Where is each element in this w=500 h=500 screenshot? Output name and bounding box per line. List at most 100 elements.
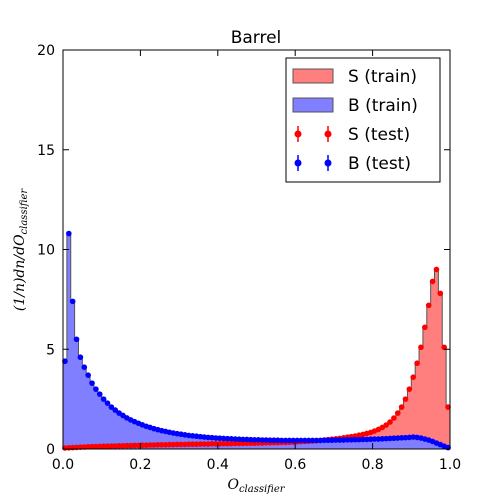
background-test-point (313, 437, 320, 444)
background-test-point (336, 437, 343, 443)
background-test-point (302, 437, 308, 444)
y-axis-label-main: (1/n)dn/dO (12, 234, 28, 311)
y-tick-label: 5 (46, 342, 55, 358)
legend-marker-b-test (294, 155, 332, 171)
y-axis-label-sub: classifier (19, 188, 30, 235)
background-test-point (325, 437, 331, 444)
background-test-point (100, 396, 107, 402)
background-test-point (77, 354, 84, 361)
x-axis-label: Oclassifier (227, 477, 285, 495)
signal-test-point (394, 410, 401, 416)
signal-test-point (189, 441, 196, 448)
signal-test-point (422, 324, 428, 331)
signal-train-histogram (63, 269, 450, 449)
background-test-point (267, 437, 273, 444)
chart-title: Barrel (231, 28, 282, 48)
background-test-point (62, 358, 68, 365)
background-test-point (81, 364, 88, 371)
background-test-point (259, 437, 266, 443)
signal-test-point (166, 441, 173, 448)
background-test-point (112, 407, 119, 413)
signal-test-point (124, 442, 130, 449)
background-test-point (93, 386, 99, 392)
background-test-point (271, 437, 277, 444)
legend-label-s-test: S (test) (348, 125, 410, 145)
signal-test-point (155, 442, 161, 448)
background-test-point (371, 436, 378, 442)
signal-test-point (406, 386, 413, 392)
signal-test-point (232, 440, 239, 447)
signal-test-point (89, 443, 95, 450)
signal-test-point (185, 441, 192, 448)
signal-test-point (100, 443, 107, 450)
background-test-point (69, 298, 76, 305)
background-train-histogram (63, 233, 450, 449)
background-test-point (309, 437, 316, 444)
y-tick-label: 15 (37, 143, 55, 159)
y-tick-label: 0 (46, 442, 55, 458)
legend-label-b-train: B (train) (348, 96, 418, 116)
signal-test-point (147, 442, 153, 448)
signal-test-point (158, 442, 165, 448)
background-test-point (89, 380, 95, 386)
legend-swatch-b-train (292, 97, 334, 113)
signal-test-point (445, 404, 451, 410)
legend-swatch-s-train (292, 68, 334, 84)
signal-test-point (174, 441, 180, 448)
background-test-point (352, 436, 358, 443)
signal-test-point (197, 441, 204, 447)
background-test-point (251, 437, 258, 443)
x-tick-label: 0.4 (207, 457, 229, 473)
signal-test-point (116, 443, 122, 449)
signal-test-point (236, 440, 242, 447)
background-test-point (104, 400, 111, 406)
background-test-point (294, 437, 300, 444)
background-test-point (305, 437, 312, 444)
signal-test-point (429, 278, 436, 285)
background-test-point (66, 230, 72, 237)
background-test-point (278, 437, 285, 444)
signal-test-point (387, 419, 393, 425)
background-test-point (286, 437, 293, 444)
signal-test-point (209, 441, 215, 447)
background-test-point (85, 372, 91, 378)
y-tick-label: 10 (37, 243, 55, 259)
signal-test-point (224, 440, 231, 447)
signal-test-point (391, 415, 397, 421)
x-tick-label: 1.0 (439, 457, 461, 473)
background-test-point (96, 391, 103, 397)
signal-test-point (410, 374, 417, 380)
signal-test-point (437, 290, 444, 297)
background-test-point (73, 336, 80, 343)
background-test-point (282, 437, 289, 444)
signal-test-point (425, 302, 432, 309)
x-tick-label: 0.2 (129, 457, 151, 473)
signal-test-point (139, 442, 146, 449)
background-test-point (360, 436, 366, 443)
legend-label-s-train: S (train) (348, 67, 417, 87)
y-tick-label: 20 (37, 43, 55, 59)
signal-test-point (398, 404, 405, 410)
background-test-point (333, 437, 339, 443)
signal-test-point (131, 442, 138, 449)
x-axis-label-main: O (227, 477, 239, 493)
signal-test-point (213, 441, 219, 447)
signal-test-point (383, 422, 389, 428)
signal-test-point (108, 443, 115, 449)
legend-label-b-test: B (test) (348, 154, 411, 174)
x-tick-label: 0.8 (361, 457, 383, 473)
x-tick-label: 0.6 (284, 457, 306, 473)
signal-test-point (433, 266, 440, 273)
background-test-point (321, 437, 328, 444)
signal-test-point (201, 441, 208, 447)
background-test-point (240, 436, 246, 443)
background-test-point (108, 404, 115, 410)
axes-ticks: 0.0 0.2 0.4 0.6 0.8 1.0 0 5 10 15 20 (37, 43, 461, 473)
signal-test-point (418, 344, 424, 351)
legend: S (train) B (train) S (test) B (test) (285, 57, 441, 183)
x-axis-label-sub: classifier (239, 484, 286, 495)
signal-test-point (414, 360, 420, 367)
background-test-point (344, 437, 351, 443)
legend-marker-s-test (294, 126, 332, 142)
